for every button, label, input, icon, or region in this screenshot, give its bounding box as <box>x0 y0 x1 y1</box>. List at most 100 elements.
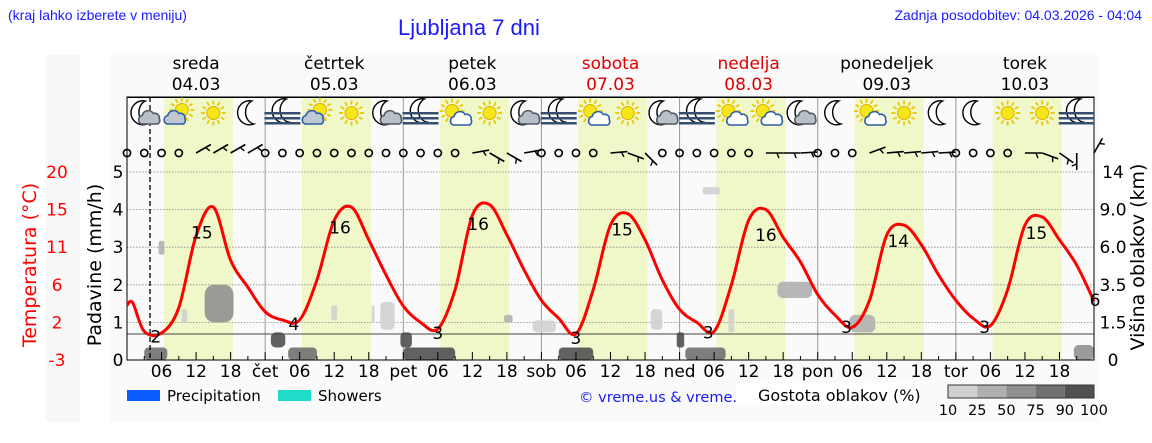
sun-ray <box>1014 105 1019 110</box>
wind-barb-feather <box>1051 156 1054 163</box>
temperature-tick: 6 <box>52 276 63 296</box>
fog-line <box>402 112 439 115</box>
wind-barb-feather <box>222 146 228 152</box>
temperature-tick: 15 <box>46 201 68 221</box>
cloud-cell <box>676 332 685 348</box>
fog-line <box>1058 122 1095 125</box>
wind-barb-icon <box>1024 152 1042 159</box>
calm-wind-icon <box>813 148 823 158</box>
wind-barb-icon <box>610 150 628 158</box>
calm-wind-icon <box>122 148 132 158</box>
calm-wind-icon <box>985 148 995 158</box>
cloud-height-tick: 9.0 <box>1099 201 1126 221</box>
sun-ray <box>1030 105 1036 110</box>
cloud-cell <box>777 281 812 298</box>
sun-ray <box>482 119 487 125</box>
calm-wind-icon <box>416 148 425 158</box>
sun-ray <box>455 99 460 105</box>
hour-label: 12 <box>185 362 207 382</box>
cloud-shape <box>760 110 784 126</box>
sun-disc <box>1035 106 1050 120</box>
min-temperature-label: 4 <box>289 315 300 335</box>
wind-barb-icon <box>765 152 783 159</box>
sun-icon <box>477 100 503 126</box>
calm-wind-icon <box>398 148 408 158</box>
copyright-link[interactable]: © vreme.us & vreme.pro <box>579 390 761 406</box>
cloud-density-frame <box>947 384 1095 399</box>
wind-barb-icon <box>472 149 490 157</box>
sun-ray <box>859 117 864 123</box>
day-date: 09.03 <box>862 75 911 95</box>
sun-disc <box>1000 106 1015 120</box>
sun-ray <box>631 101 635 107</box>
sun-cloud-small-icon <box>439 98 473 126</box>
fog-line <box>402 122 439 125</box>
calm-wind-icon <box>588 148 598 158</box>
cloud-cell <box>400 332 412 348</box>
calm-wind-icon <box>278 148 287 158</box>
sun-ray <box>1011 101 1015 107</box>
hour-label: 06 <box>980 362 1002 382</box>
wind-barb-shaft <box>1059 152 1074 164</box>
moon-cloud-icon <box>130 100 161 126</box>
moon-cloud-icon <box>648 100 679 126</box>
hour-label: 12 <box>876 362 898 382</box>
day-abbr-label: sob <box>526 362 556 382</box>
sun-ray <box>907 101 912 107</box>
max-temperature-label: 15 <box>191 224 213 244</box>
sun-ray <box>721 117 725 123</box>
sun-ray <box>445 99 449 105</box>
temperature-tick: 20 <box>46 163 68 183</box>
calm-wind-icon <box>329 148 339 158</box>
wind-barb-feather <box>239 146 245 152</box>
hour-label: 12 <box>738 362 760 382</box>
sun-cloud-small-icon <box>715 98 749 126</box>
fog-line <box>678 122 715 125</box>
sun-ray <box>358 116 363 121</box>
sun-ray <box>751 114 756 119</box>
sun-ray <box>855 114 860 119</box>
sun-ray <box>620 101 625 107</box>
wind-barb-feather <box>482 150 487 157</box>
sun-ray <box>1049 116 1054 121</box>
day-date: 07.03 <box>586 75 635 95</box>
hour-label: 12 <box>462 362 484 382</box>
sun-ray <box>897 101 901 107</box>
day-name: nedelja <box>717 54 779 74</box>
sun-ray <box>892 116 898 121</box>
plot-top-border <box>127 97 1094 98</box>
calm-wind-icon <box>675 148 684 158</box>
wind-barb-shaft <box>921 150 939 154</box>
sun-ray <box>354 101 359 107</box>
calm-wind-icon <box>139 148 149 158</box>
cloud-density-tick: 75 <box>1026 403 1044 419</box>
sun-ray <box>170 102 175 107</box>
calm-wind-icon <box>951 148 961 158</box>
sun-ray <box>717 103 722 108</box>
wind-barb-feather <box>514 158 518 164</box>
wind-barb-shaft <box>195 143 212 154</box>
precipitation-tick: 4 <box>113 201 124 221</box>
sun-ray <box>578 114 584 119</box>
day-name: sobota <box>582 54 640 74</box>
wind-barb-shaft <box>212 143 229 154</box>
min-temperature-label: 2 <box>150 327 161 347</box>
sun-ray <box>1045 119 1050 125</box>
moon-icon <box>236 100 257 126</box>
cloud-density-tick: 100 <box>1080 403 1108 419</box>
calm-wind-icon <box>174 148 184 158</box>
sun-icon <box>995 100 1021 126</box>
cloud-density-tick: 25 <box>968 403 986 419</box>
day-name: četrtek <box>304 54 365 74</box>
sun-icon <box>891 100 917 126</box>
moon-cloud-icon <box>510 100 541 126</box>
cloud-density-tick: 90 <box>1056 403 1074 419</box>
moon-icon <box>824 100 844 126</box>
sun-ray <box>459 103 464 108</box>
cloud-cell <box>1073 344 1094 360</box>
showers-legend-label: Showers <box>318 387 382 405</box>
cloud-cell <box>204 284 234 323</box>
location-hint: (kraj lahko izberete v meniju) <box>8 7 187 23</box>
sun-ray <box>620 119 625 125</box>
cloud-cell <box>532 320 556 333</box>
